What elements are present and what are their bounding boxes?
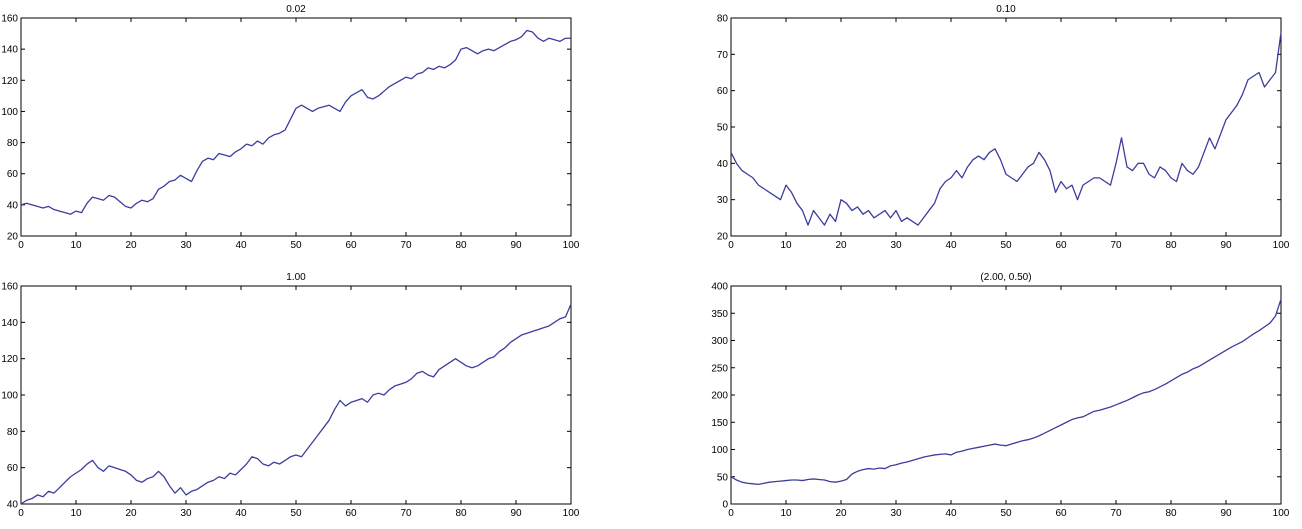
x-tick-label: 10 (70, 508, 82, 519)
x-tick-label: 70 (400, 240, 412, 251)
x-tick-label: 70 (400, 508, 412, 519)
x-tick-label: 50 (290, 240, 302, 251)
x-tick-label: 70 (1110, 508, 1122, 519)
y-tick-label: 100 (1, 107, 18, 118)
x-tick-label: 20 (125, 240, 137, 251)
panel-3: 1.00 0 10 20 30 40 50 60 70 80 90 100 40 60 80 100 120 14… (1, 272, 579, 519)
x-tick-label: 100 (1273, 240, 1290, 251)
y-tick-label: 50 (717, 123, 729, 134)
plot-area (730, 17, 1282, 237)
chart-title: (2.00, 0.50) (980, 272, 1031, 283)
x-tick-label: 90 (510, 240, 522, 251)
y-tick-label: 150 (711, 418, 728, 429)
x-tick-label: 10 (780, 240, 792, 251)
x-tick-label: 40 (235, 240, 247, 251)
y-tick-label: 250 (711, 363, 728, 374)
x-tick-label: 100 (1273, 508, 1290, 519)
panel-2: 0.10 0 10 20 30 40 50 60 70 80 90 100 20 30 40 50 60 70 80 (717, 4, 1290, 251)
x-tick-label: 50 (1000, 240, 1012, 251)
y-tick-label: 40 (7, 500, 19, 511)
x-tick-label: 10 (780, 508, 792, 519)
y-tick-label: 400 (711, 282, 728, 293)
y-tick-label: 100 (1, 391, 18, 402)
y-tick-label: 80 (717, 14, 729, 25)
y-tick-label: 160 (1, 282, 18, 293)
y-tick-label: 30 (717, 195, 729, 206)
x-tick-label: 20 (835, 508, 847, 519)
x-tick-label: 100 (563, 508, 580, 519)
y-tick-label: 80 (7, 427, 19, 438)
y-tick-label: 60 (717, 86, 729, 97)
y-tick-label: 60 (7, 169, 19, 180)
series-line (730, 298, 1282, 486)
x-tick-label: 80 (455, 508, 467, 519)
x-tick-label: 60 (1055, 508, 1067, 519)
y-tick-label: 120 (1, 354, 18, 365)
y-tick-label: 100 (711, 445, 728, 456)
panel-1: 0.02 0 10 20 30 40 50 60 70 80 90 100 20 40 60 80 100 120… (1, 4, 579, 251)
chart-title: 0.10 (996, 4, 1016, 15)
y-tick-label: 140 (1, 318, 18, 329)
x-tick-label: 80 (1165, 508, 1177, 519)
x-tick-label: 50 (290, 508, 302, 519)
x-tick-label: 60 (345, 240, 357, 251)
series-line (20, 303, 572, 505)
x-tick-label: 0 (728, 508, 734, 519)
x-tick-label: 90 (510, 508, 522, 519)
x-tick-label: 30 (180, 508, 192, 519)
x-tick-label: 40 (235, 508, 247, 519)
y-tick-label: 160 (1, 14, 18, 25)
y-tick-label: 50 (717, 472, 729, 483)
y-tick-label: 70 (717, 50, 729, 61)
y-tick-label: 40 (7, 200, 19, 211)
y-tick-label: 350 (711, 309, 728, 320)
series-line (730, 32, 1282, 226)
y-tick-label: 0 (722, 500, 728, 511)
x-tick-label: 30 (180, 240, 192, 251)
chart-title: 0.02 (286, 4, 306, 15)
y-tick-label: 60 (7, 463, 19, 474)
series-line (20, 29, 571, 215)
y-tick-label: 140 (1, 45, 18, 56)
y-tick-label: 300 (711, 336, 728, 347)
x-tick-label: 60 (1055, 240, 1067, 251)
x-tick-label: 40 (945, 508, 957, 519)
x-tick-label: 60 (345, 508, 357, 519)
y-tick-label: 120 (1, 76, 18, 87)
x-tick-label: 90 (1220, 508, 1232, 519)
panel-4: (2.00, 0.50) 0 10 20 30 40 50 60 70 80 90 100 0 50 100… (711, 272, 1289, 519)
chart-title: 1.00 (286, 272, 306, 283)
x-tick-label: 30 (890, 508, 902, 519)
plot-area (730, 285, 1282, 505)
x-tick-label: 80 (1165, 240, 1177, 251)
x-tick-label: 20 (125, 508, 137, 519)
y-tick-label: 20 (7, 232, 19, 243)
plot-area (20, 17, 572, 237)
x-tick-label: 50 (1000, 508, 1012, 519)
x-tick-label: 0 (18, 508, 24, 519)
x-tick-label: 90 (1220, 240, 1232, 251)
x-tick-label: 100 (563, 240, 580, 251)
x-tick-label: 0 (728, 240, 734, 251)
x-tick-label: 30 (890, 240, 902, 251)
y-tick-label: 40 (717, 159, 729, 170)
x-tick-label: 70 (1110, 240, 1122, 251)
y-tick-label: 80 (7, 138, 19, 149)
x-tick-label: 20 (835, 240, 847, 251)
x-tick-label: 40 (945, 240, 957, 251)
y-tick-label: 200 (711, 391, 728, 402)
x-tick-label: 10 (70, 240, 82, 251)
x-tick-label: 0 (18, 240, 24, 251)
x-tick-label: 80 (455, 240, 467, 251)
y-tick-label: 20 (717, 232, 729, 243)
